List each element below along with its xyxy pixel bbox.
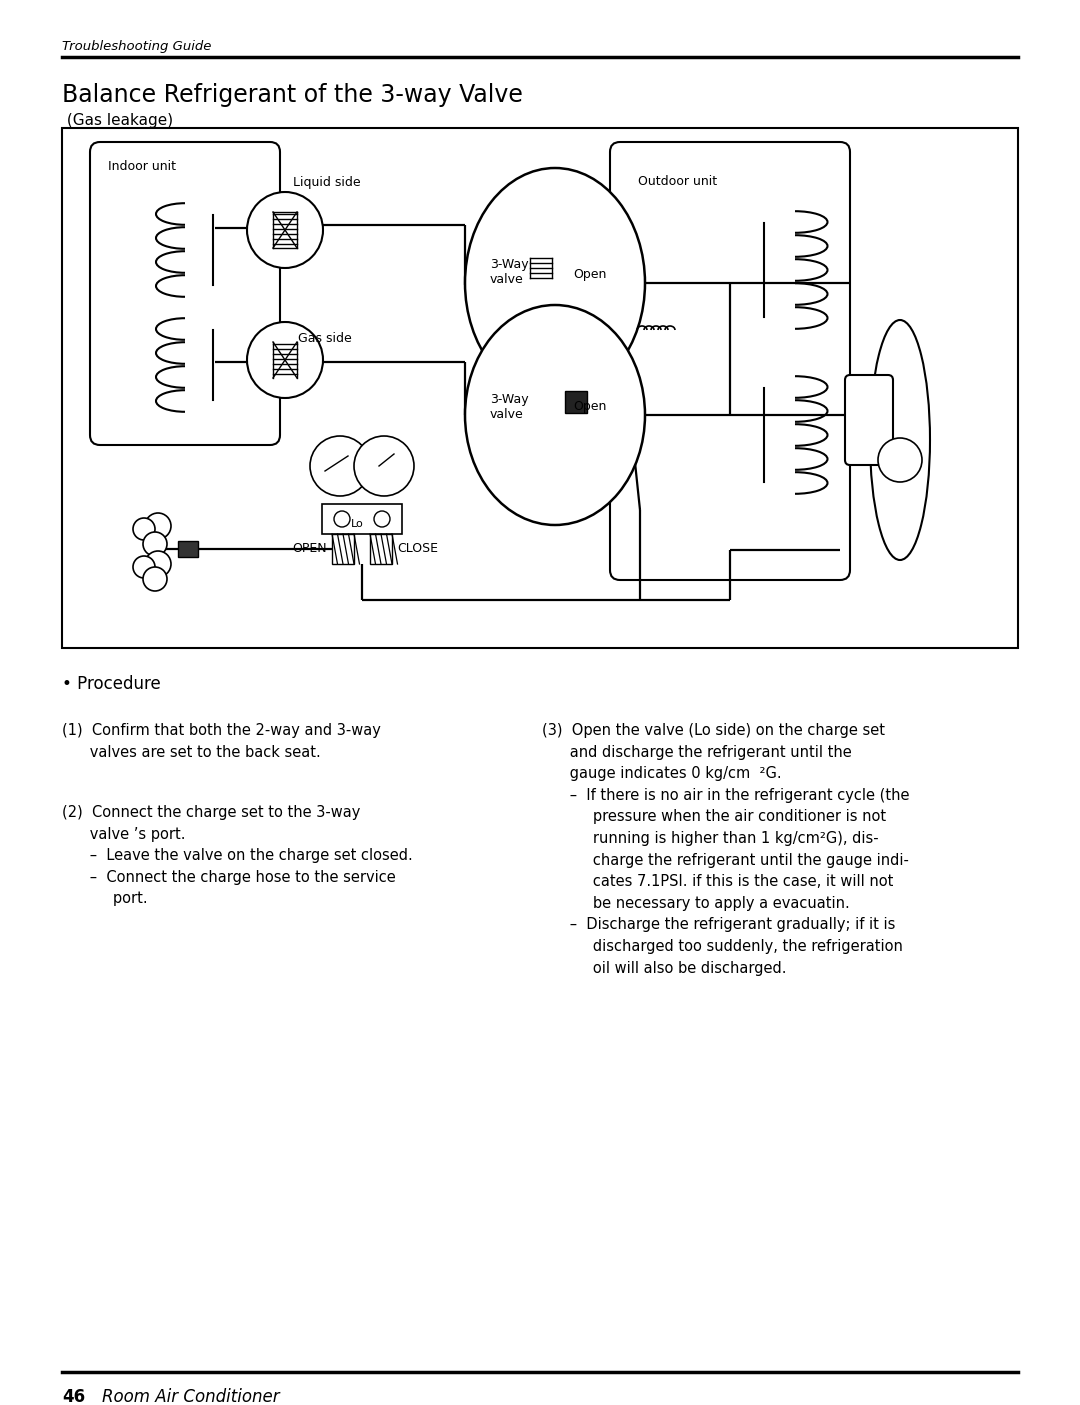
Bar [370,534,392,563]
Ellipse shape [870,320,930,561]
Text: 46: 46 [62,1388,85,1405]
Text: Balance Refrigerant of the 3-way Valve: Balance Refrigerant of the 3-way Valve [62,83,523,107]
Circle shape [133,518,156,540]
Text: • Procedure: • Procedure [62,674,161,693]
Circle shape [143,568,167,592]
Circle shape [310,436,370,496]
Circle shape [878,438,922,482]
Text: valve: valve [490,407,524,422]
Text: (Gas leakage): (Gas leakage) [62,112,173,128]
Ellipse shape [465,169,645,398]
Circle shape [133,556,156,577]
Text: Outdoor unit: Outdoor unit [638,176,717,188]
Text: valve: valve [490,273,524,287]
Text: Troubleshooting Guide: Troubleshooting Guide [62,39,212,53]
Text: (2)  Connect the charge set to the 3-way
      valve ’s port.
      –  Leave the: (2) Connect the charge set to the 3-way … [62,805,413,906]
Text: OPEN: OPEN [293,542,327,555]
FancyBboxPatch shape [90,142,280,445]
Text: (3)  Open the valve (Lo side) on the charge set
      and discharge the refriger: (3) Open the valve (Lo side) on the char… [542,724,909,975]
Bar [332,534,354,563]
Text: Room Air Conditioner: Room Air Conditioner [102,1388,280,1405]
Text: CLOSE: CLOSE [397,542,438,555]
Text: Gas side: Gas side [298,332,352,346]
Text: 3-Way: 3-Way [490,259,528,271]
Bar [62,128,1018,648]
Text: Liquid side: Liquid side [293,176,361,190]
Text: Open: Open [573,400,606,413]
Circle shape [145,513,171,540]
Circle shape [143,532,167,556]
Bar [178,541,198,556]
Text: Open: Open [573,268,606,281]
Circle shape [247,322,323,398]
FancyBboxPatch shape [610,142,850,580]
Text: Indoor unit: Indoor unit [108,160,176,173]
Circle shape [145,551,171,577]
FancyBboxPatch shape [845,375,893,465]
Circle shape [334,511,350,527]
Bar [565,391,588,413]
Text: Lo: Lo [351,518,363,530]
Text: (1)  Confirm that both the 2-way and 3-way
      valves are set to the back seat: (1) Confirm that both the 2-way and 3-wa… [62,724,381,760]
Circle shape [247,192,323,268]
Ellipse shape [465,305,645,525]
Circle shape [354,436,414,496]
Bar [322,504,402,534]
Circle shape [374,511,390,527]
Text: 3-Way: 3-Way [490,393,528,406]
